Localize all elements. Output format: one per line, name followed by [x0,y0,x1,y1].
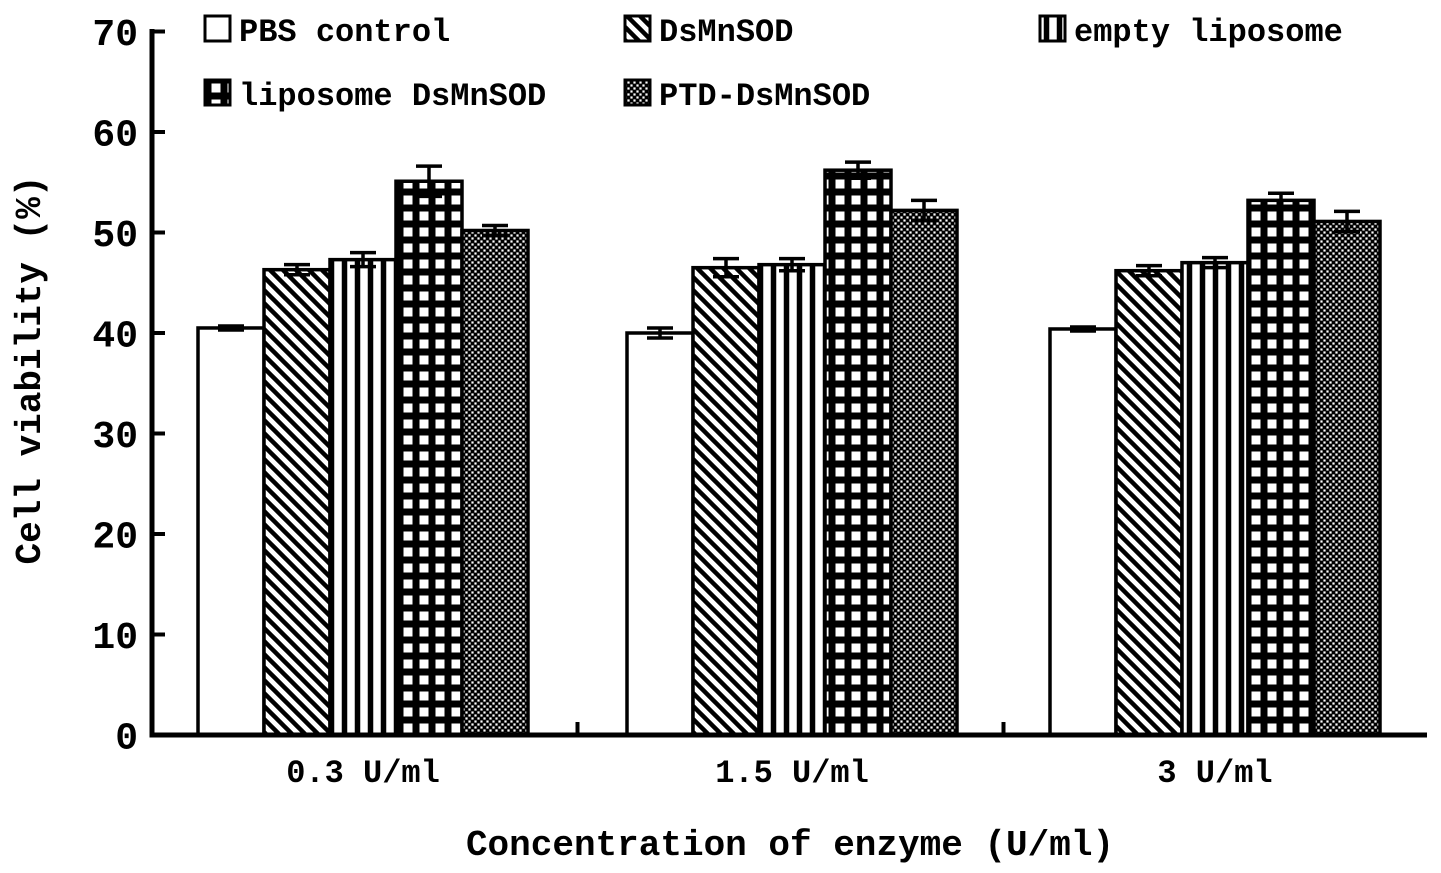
error-bar-pbs-control-1-5-u-ml [647,326,673,340]
error-bar-liposome-dsmnsod-0-3-u-ml [416,164,442,199]
bar-dsmnsod-3-u-ml [1114,268,1184,737]
x-category-labels: 0.3 U/ml 1.5 U/ml 3 U/ml [286,755,1272,792]
bar-empty-liposome-0-3-u-ml [328,257,398,737]
x-category-label-0-3-u-ml: 0.3 U/ml [286,755,440,792]
x-axis-ticks [575,722,1006,735]
error-bar-empty-liposome-0-3-u-ml [350,250,376,269]
bar-liposome-dsmnsod-0-3-u-ml [394,179,464,737]
bar-ptd-dsmnsod-0-3-u-ml [460,228,530,737]
bar-liposome-dsmnsod-3-u-ml [1246,198,1316,737]
y-tick-label-20: 20 [92,516,138,559]
legend-label-ptd-dsmnsod: PTD-DsMnSOD [659,78,870,115]
y-tick-label-50: 50 [92,215,138,258]
y-tick-label-60: 60 [92,114,138,157]
axes [149,29,1427,738]
y-tick-label-0: 0 [115,717,138,760]
legend-item-pbs-control: PBS control [203,14,450,51]
legend-label-liposome-dsmnsod: liposome DsMnSOD [239,78,546,115]
error-bar-dsmnsod-0-3-u-ml [284,262,310,277]
legend-item-liposome-dsmnsod: liposome DsMnSOD [203,78,546,115]
y-tick-label-70: 70 [92,14,138,57]
legend-swatch-pbs-control [203,14,232,43]
legend-label-dsmnsod: DsMnSOD [659,14,793,51]
legend-item-ptd-dsmnsod: PTD-DsMnSOD [623,78,870,115]
bar-liposome-dsmnsod-1-5-u-ml [823,168,893,737]
bar-pbs-control-1-5-u-ml [625,331,695,737]
error-bar-pbs-control-0-3-u-ml [218,324,244,332]
legend-item-empty-liposome: empty liposome [1038,14,1343,51]
legend: PBS control DsMnSOD empty liposome lipos… [203,14,1343,115]
bar-empty-liposome-1-5-u-ml [757,262,827,737]
y-tick-label-40: 40 [92,315,138,358]
x-category-label-3-u-ml: 3 U/ml [1157,755,1272,792]
error-bar-ptd-dsmnsod-1-5-u-ml [911,198,937,223]
bar-ptd-dsmnsod-1-5-u-ml [889,208,959,737]
bar-pbs-control-0-3-u-ml [196,326,266,737]
bar-pbs-control-3-u-ml [1048,327,1118,737]
plot-area [196,160,1382,737]
error-bar-liposome-dsmnsod-1-5-u-ml [845,160,871,180]
legend-swatch-dsmnsod [623,14,652,43]
y-tick-label-30: 30 [92,416,138,459]
legend-swatch-ptd-dsmnsod [623,78,652,107]
bar-ptd-dsmnsod-3-u-ml [1312,219,1382,737]
y-tick-label-10: 10 [92,617,138,660]
bar-dsmnsod-0-3-u-ml [262,267,332,737]
error-bar-empty-liposome-3-u-ml [1202,255,1228,270]
error-bar-liposome-dsmnsod-3-u-ml [1268,191,1294,210]
y-axis-title: Cell viability (%) [10,176,51,565]
x-category-label-1-5-u-ml: 1.5 U/ml [715,755,869,792]
y-axis-ticks: 0 10 20 30 40 50 60 70 [92,14,165,760]
legend-swatch-empty-liposome [1038,14,1067,43]
legend-item-dsmnsod: DsMnSOD [623,14,793,51]
error-bar-ptd-dsmnsod-3-u-ml [1334,209,1360,234]
error-bar-empty-liposome-1-5-u-ml [779,256,805,273]
bar-dsmnsod-1-5-u-ml [691,265,761,737]
x-axis-title: Concentration of enzyme (U/ml) [466,825,1114,866]
legend-label-pbs-control: PBS control [239,14,450,51]
error-bar-dsmnsod-1-5-u-ml [713,256,739,279]
legend-swatch-liposome-dsmnsod [203,78,232,107]
error-bar-pbs-control-3-u-ml [1070,325,1096,333]
error-bar-dsmnsod-3-u-ml [1136,263,1162,278]
legend-label-empty-liposome: empty liposome [1074,14,1343,51]
bar-empty-liposome-3-u-ml [1180,260,1250,737]
error-bar-ptd-dsmnsod-0-3-u-ml [482,223,508,238]
